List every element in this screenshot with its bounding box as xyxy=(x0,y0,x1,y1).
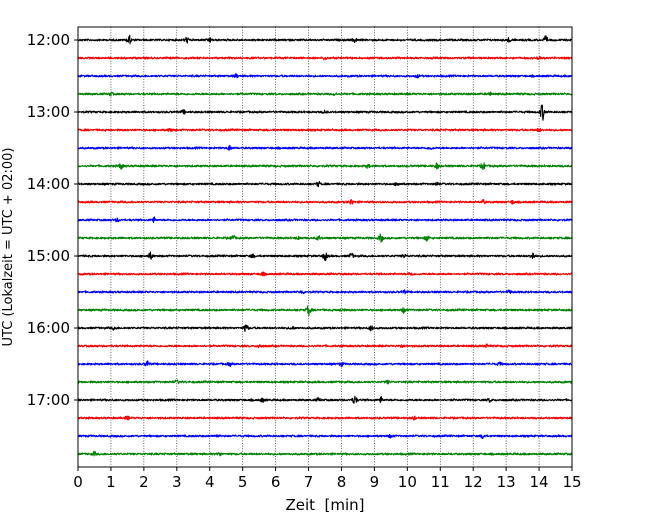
plot-frame xyxy=(77,26,573,468)
y-tick-label: 16:00 xyxy=(27,319,70,337)
x-tick-label: 1 xyxy=(106,473,116,491)
seismogram-trace xyxy=(77,289,573,295)
y-tick-label: 17:00 xyxy=(27,391,70,409)
seismogram-trace xyxy=(77,233,573,243)
seismogram-trace xyxy=(77,73,573,79)
y-axis-label: UTC (Lokalzeit = UTC + 02:00) xyxy=(1,148,16,347)
x-tick-label: 0 xyxy=(73,473,83,491)
y-tick-label: 12:00 xyxy=(27,31,70,49)
seismogram-trace xyxy=(77,415,573,421)
seismogram-trace xyxy=(77,360,573,367)
vertical-grid-lines xyxy=(110,27,540,467)
x-tick-label: 9 xyxy=(370,473,380,491)
y-axis-ticks: 12:00 13:00 14:00 15:00 16:00 17:00 xyxy=(27,31,78,409)
x-tick-label: 12 xyxy=(464,473,483,491)
x-axis-label: Zeit [min] xyxy=(285,496,364,514)
seismogram-trace xyxy=(77,34,573,45)
seismogram-trace xyxy=(77,324,573,332)
seismogram-trace xyxy=(77,343,573,349)
seismogram-trace xyxy=(77,379,573,385)
x-tick-label: 15 xyxy=(562,473,581,491)
seismogram-trace xyxy=(77,55,573,61)
x-tick-label: 7 xyxy=(304,473,314,491)
x-tick-label: 4 xyxy=(205,473,215,491)
x-tick-label: 8 xyxy=(337,473,347,491)
seismogram-trace xyxy=(77,271,573,277)
x-tick-label: 5 xyxy=(238,473,248,491)
seismogram-trace xyxy=(77,251,573,262)
y-tick-label: 13:00 xyxy=(27,103,70,121)
seismogram-trace xyxy=(77,450,573,457)
seismogram-trace xyxy=(77,433,573,440)
y-tick-label: 15:00 xyxy=(27,247,70,265)
seismogram-trace xyxy=(77,180,573,188)
seismogram-trace xyxy=(77,144,573,151)
seismogram-trace xyxy=(77,216,573,223)
seismogram-trace xyxy=(77,395,573,404)
x-tick-label: 2 xyxy=(139,473,149,491)
x-tick-label: 3 xyxy=(172,473,182,491)
seismogram-trace xyxy=(77,162,573,170)
x-tick-label: 14 xyxy=(530,473,549,491)
seismogram-trace xyxy=(77,91,573,97)
x-axis-ticks: 0 1 2 3 4 5 6 7 8 9 10 11 12 13 14 15 xyxy=(73,467,582,491)
y-tick-label: 14:00 xyxy=(27,175,70,193)
seismogram-trace xyxy=(77,104,573,121)
x-tick-label: 13 xyxy=(497,473,516,491)
x-tick-label: 11 xyxy=(431,473,450,491)
x-tick-label: 6 xyxy=(271,473,281,491)
seismogram-trace xyxy=(77,198,573,205)
seismogram-traces xyxy=(77,34,573,457)
seismogram-trace xyxy=(77,127,573,133)
x-tick-label: 10 xyxy=(398,473,417,491)
seismogram-trace xyxy=(77,305,573,317)
